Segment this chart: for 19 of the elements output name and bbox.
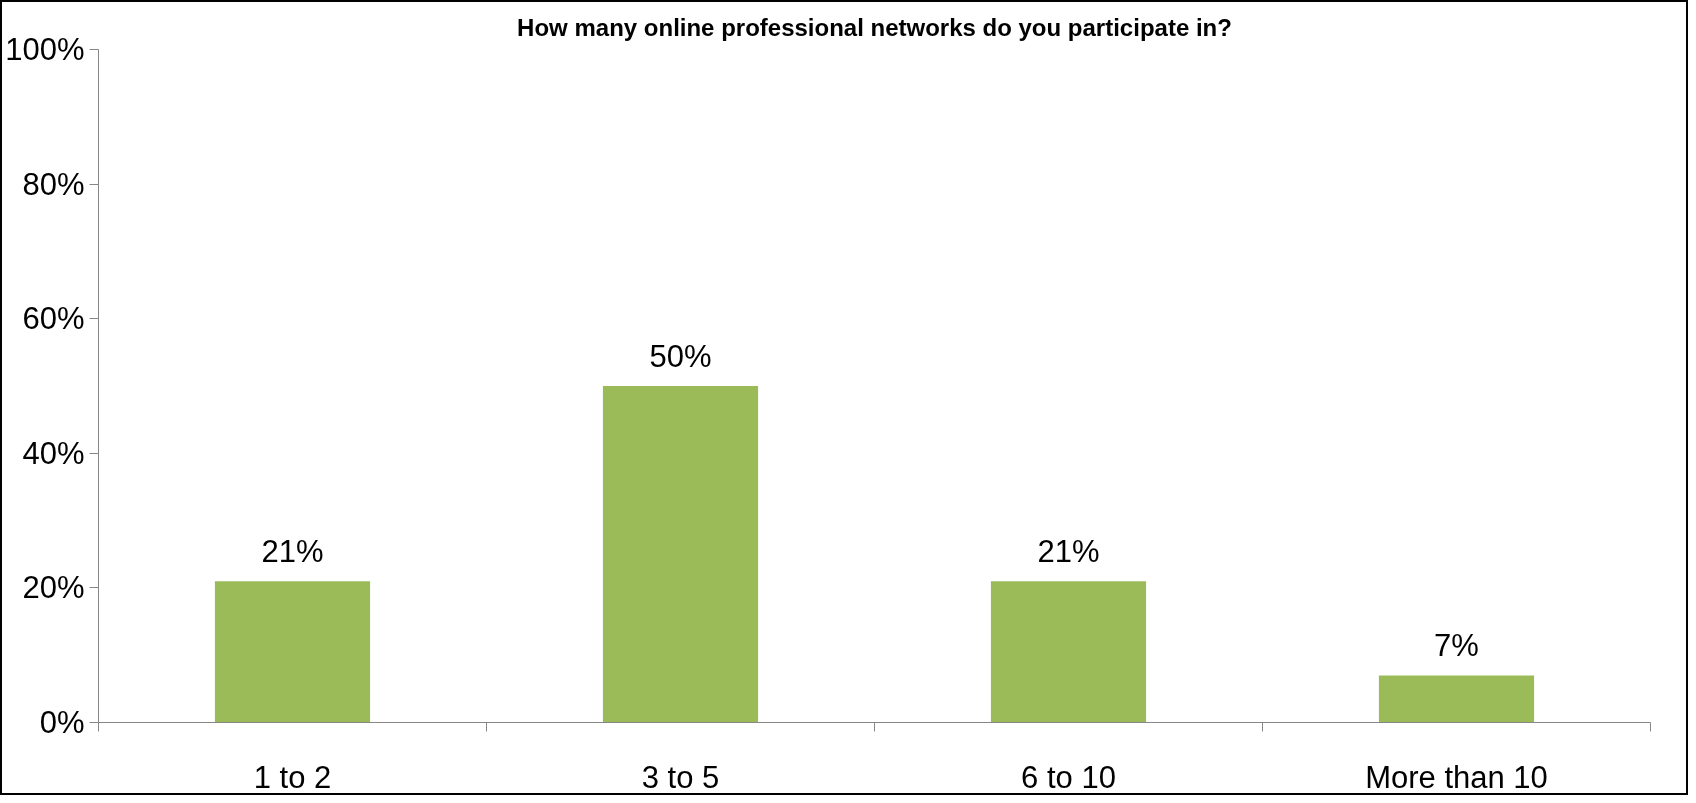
x-tick-label: 3 to 5 bbox=[641, 759, 720, 795]
data-label: 50% bbox=[649, 339, 712, 374]
x-tick-label: 1 to 2 bbox=[253, 759, 332, 795]
bar bbox=[214, 581, 371, 723]
y-tick-label: 0% bbox=[39, 705, 85, 740]
x-tick-label: More than 10 bbox=[1365, 759, 1548, 795]
y-tick-label: 40% bbox=[22, 435, 85, 471]
bar bbox=[990, 581, 1147, 723]
y-tick-label: 100% bbox=[5, 32, 85, 67]
data-label: 7% bbox=[1434, 628, 1479, 664]
y-tick-label: 80% bbox=[22, 166, 85, 202]
data-label: 21% bbox=[261, 534, 324, 570]
y-tick-label: 20% bbox=[22, 570, 85, 606]
bar bbox=[1378, 675, 1535, 723]
data-label: 21% bbox=[1037, 534, 1100, 570]
bar bbox=[602, 386, 759, 723]
chart-title: How many online professional networks do you participate in? bbox=[517, 13, 1232, 41]
y-tick-label: 60% bbox=[22, 301, 85, 337]
x-tick-label: 6 to 10 bbox=[1021, 759, 1116, 795]
